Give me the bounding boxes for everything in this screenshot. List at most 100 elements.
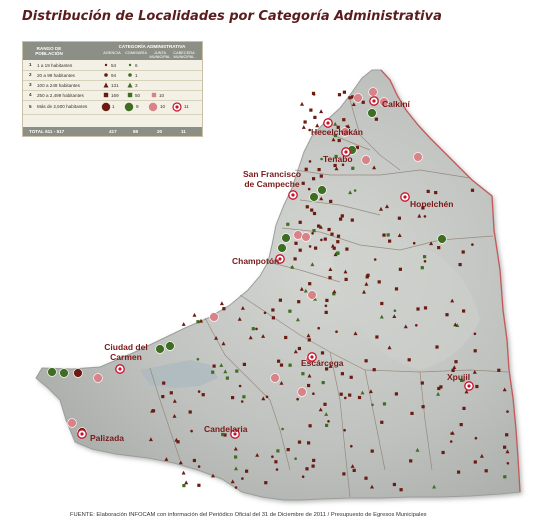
cabecera-municipal-center xyxy=(372,99,376,103)
legend-row: 3 100 a 249 habitantes 131 3 xyxy=(23,80,202,91)
locality-square-marker xyxy=(242,362,246,366)
locality-square-marker xyxy=(305,467,309,471)
locality-square-marker xyxy=(298,248,302,252)
locality-triangle-marker xyxy=(299,286,304,291)
locality-square-marker xyxy=(212,364,216,368)
locality-square-marker xyxy=(231,396,235,400)
locality-triangle-marker xyxy=(372,165,377,170)
locality-square-marker xyxy=(392,482,396,487)
locality-square-marker xyxy=(288,309,292,313)
legend-col-junta: JUNTA MUNICIPAL xyxy=(149,50,171,60)
junta-symbol-square xyxy=(151,92,157,98)
locality-triangle-marker xyxy=(450,298,455,303)
comisaria-large-marker xyxy=(309,192,319,202)
city-label: San Francisco xyxy=(243,169,301,179)
locality-square-marker xyxy=(399,488,403,492)
locality-square-marker xyxy=(473,349,477,353)
locality-square-marker xyxy=(277,359,281,363)
locality-square-marker xyxy=(372,368,376,372)
legend-header-range: RANGO DE POBLACIÓN xyxy=(35,46,63,56)
locality-dot-marker xyxy=(371,403,374,407)
locality-square-marker xyxy=(340,214,344,218)
laguna-de-terminos xyxy=(140,360,218,388)
locality-square-marker xyxy=(330,232,334,236)
junta-symbol-large xyxy=(148,102,158,112)
locality-square-marker xyxy=(351,95,355,99)
locality-dot-marker xyxy=(281,427,284,431)
legend-row: 4 250 a 2,499 habitantes 169 50 10 xyxy=(23,90,202,101)
cabecera-municipal-center xyxy=(233,432,237,436)
locality-square-marker xyxy=(169,391,173,395)
locality-triangle-marker xyxy=(306,333,311,338)
locality-dot-marker xyxy=(506,410,509,413)
locality-square-marker xyxy=(435,345,439,349)
locality-dot-marker xyxy=(196,357,200,361)
locality-square-marker xyxy=(410,411,414,415)
locality-square-marker xyxy=(380,420,384,424)
locality-triangle-marker xyxy=(303,288,308,293)
locality-square-marker xyxy=(317,224,321,228)
locality-square-marker xyxy=(333,134,338,138)
locality-triangle-marker xyxy=(432,484,437,489)
city-label: Champotón xyxy=(232,256,279,266)
locality-triangle-marker xyxy=(350,464,355,468)
locality-square-marker xyxy=(324,310,328,314)
locality-dot-marker xyxy=(308,128,312,132)
locality-triangle-marker xyxy=(319,196,324,201)
locality-square-marker xyxy=(182,484,186,488)
legend-row-label: 1 a 19 habitantes xyxy=(37,62,73,68)
legend-count: 1 xyxy=(112,104,115,109)
locality-square-marker xyxy=(348,96,352,100)
locality-square-marker xyxy=(349,375,353,379)
locality-triangle-marker xyxy=(417,213,422,218)
locality-square-marker xyxy=(345,247,349,251)
locality-dot-marker xyxy=(393,309,397,313)
legend-count: 3 xyxy=(135,82,138,88)
locality-triangle-marker xyxy=(178,460,183,465)
locality-triangle-marker xyxy=(181,470,186,475)
locality-square-marker xyxy=(279,363,284,367)
locality-triangle-marker xyxy=(505,449,510,454)
locality-square-marker xyxy=(398,267,402,271)
locality-square-marker xyxy=(377,280,381,284)
locality-square-marker xyxy=(352,468,356,472)
legend-row-label: Más de 2,500 habitantes xyxy=(37,104,88,109)
locality-square-marker xyxy=(151,409,156,413)
locality-dot-marker xyxy=(241,477,244,480)
legend-row-label: 100 a 249 habitantes xyxy=(37,82,80,88)
locality-square-marker xyxy=(461,250,465,254)
locality-triangle-marker xyxy=(318,407,323,412)
locality-dot-marker xyxy=(308,245,312,248)
locality-dot-marker xyxy=(307,187,311,191)
locality-square-marker xyxy=(437,386,441,391)
legend-totals-row: TOTAL 611 - 517 417 69 20 11 xyxy=(23,127,202,136)
locality-dot-marker xyxy=(190,429,193,433)
legend-count: 1 xyxy=(135,72,138,78)
legend-col-agencia: AGENCIA xyxy=(103,50,121,55)
locality-triangle-marker xyxy=(364,281,369,286)
locality-triangle-marker xyxy=(172,414,177,418)
source-note: FUENTE: Elaboración INFOCAM con informac… xyxy=(70,512,427,518)
locality-square-marker xyxy=(332,246,336,250)
junta-large-marker xyxy=(413,152,423,162)
locality-square-marker xyxy=(421,206,425,210)
city-label: Ciudad del xyxy=(104,342,147,352)
locality-square-marker xyxy=(370,449,374,453)
locality-square-marker xyxy=(375,335,379,339)
locality-triangle-marker xyxy=(293,349,298,354)
locality-dot-marker xyxy=(353,189,357,192)
locality-square-marker xyxy=(350,218,354,222)
locality-square-marker xyxy=(192,458,196,463)
locality-square-marker xyxy=(337,93,342,97)
locality-square-marker xyxy=(437,246,441,250)
locality-dot-marker xyxy=(412,241,416,245)
locality-markers xyxy=(47,87,510,492)
locality-square-marker xyxy=(294,241,298,245)
legend-header-category: CATEGORÍA ADMINISTRATIVA xyxy=(118,44,186,49)
legend-count: 10 xyxy=(159,92,165,98)
locality-square-marker xyxy=(313,115,317,119)
locality-square-marker xyxy=(321,381,325,385)
locality-triangle-marker xyxy=(370,484,374,489)
legend-row: 1 1 a 19 habitantes 54 6 xyxy=(23,60,202,71)
locality-triangle-marker xyxy=(219,363,224,367)
